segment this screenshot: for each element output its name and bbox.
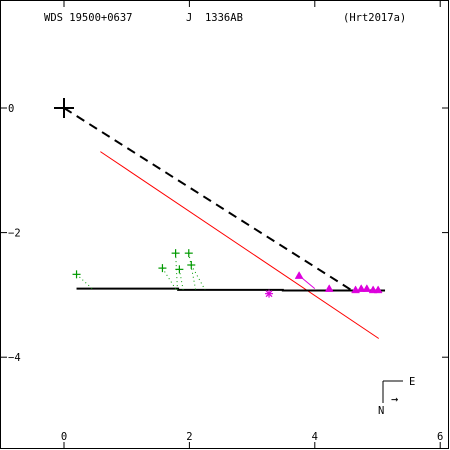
micrometer-point <box>175 265 184 274</box>
wds-id-label: WDS 19500+0637 <box>44 12 133 24</box>
axis-tick-labels: 0 2 4 6 0 −2 −4 <box>8 103 443 443</box>
y-tick-label: −2 <box>8 228 21 240</box>
micrometer-point <box>158 264 167 273</box>
orbit-path-group <box>76 287 386 292</box>
line-of-nodes <box>100 151 380 339</box>
speckle-point <box>373 285 383 294</box>
compass-east-label: E <box>409 376 415 388</box>
y-tick-label: 0 <box>8 103 14 115</box>
periastron-line-group <box>63 107 352 291</box>
x-tick-label: 4 <box>312 431 318 443</box>
speckle-point <box>324 284 334 292</box>
residual-line <box>190 264 206 291</box>
speckle-point <box>362 284 372 292</box>
x-tick-label: 0 <box>61 431 67 443</box>
x-tick-label: 2 <box>186 431 192 443</box>
line-of-nodes-group <box>100 151 380 339</box>
orbit-path <box>76 287 386 292</box>
micrometer-observations-group <box>72 249 196 279</box>
residual-line <box>162 267 177 291</box>
speckle-asterisk-stroke <box>265 290 273 298</box>
speckle-point <box>356 284 366 292</box>
reference-label: (Hrt2017a) <box>343 12 406 24</box>
discoverer-label: J 1336AB <box>186 12 243 24</box>
y-tick-label: −4 <box>8 352 21 364</box>
compass-arrow-icon: → <box>391 392 398 406</box>
micrometer-point <box>171 249 180 258</box>
residual-lines-group <box>76 253 206 291</box>
periastron-line <box>63 107 352 291</box>
micrometer-point <box>184 249 193 258</box>
micrometer-point <box>187 260 196 269</box>
compass-north-label: N <box>378 405 384 417</box>
speckle-observations-group <box>265 271 383 298</box>
speckle-asterisk-point <box>265 289 274 298</box>
primary-star-group <box>54 98 74 118</box>
speckle-residual-line <box>298 275 316 290</box>
micrometer-point <box>72 270 81 279</box>
x-tick-label: 6 <box>437 431 443 443</box>
compass: E N → <box>378 376 415 417</box>
